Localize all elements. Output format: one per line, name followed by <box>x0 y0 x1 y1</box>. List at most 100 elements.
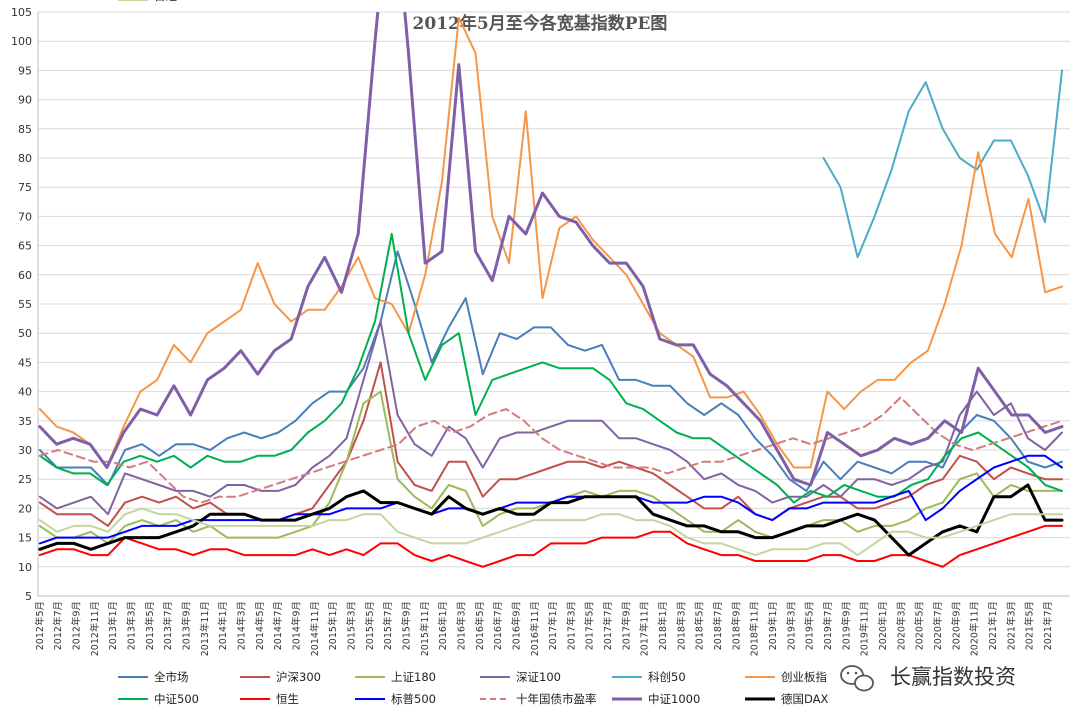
y-tick-label: 95 <box>18 64 32 77</box>
x-tick-label: 2019年11月 <box>859 601 871 656</box>
x-tick-label: 2013年7月 <box>162 601 174 650</box>
series-line-5 <box>38 16 1063 469</box>
y-tick-label: 105 <box>11 6 32 19</box>
series-line-9 <box>38 396 1063 504</box>
series-line-7 <box>38 524 1063 568</box>
y-tick-label: 30 <box>18 444 32 457</box>
x-tick-label: 2018年3月 <box>675 601 687 650</box>
y-tick-label: 80 <box>18 152 32 165</box>
x-tick-label: 2015年1月 <box>327 601 339 650</box>
series-line-4 <box>822 69 1063 259</box>
x-tick-label: 2020年11月 <box>969 601 981 656</box>
x-tick-label: 2015年11月 <box>419 601 431 656</box>
legend-label: 深证100 <box>516 670 561 684</box>
y-tick-label: 10 <box>18 561 32 574</box>
x-tick-label: 2019年1月 <box>767 601 779 650</box>
legend-item: 中证1000 <box>612 692 700 706</box>
x-tick-label: 2013年1月 <box>107 601 119 650</box>
series-line-11 <box>38 483 1064 557</box>
x-tick-label: 2014年1月 <box>217 601 229 650</box>
x-tick-label: 2014年7月 <box>272 601 284 650</box>
y-tick-label: 90 <box>18 94 32 107</box>
legend-label: 科创50 <box>648 670 686 684</box>
legend-label: 中证1000 <box>648 692 700 706</box>
x-tick-label: 2012年9月 <box>70 601 82 650</box>
x-tick-label: 2018年11月 <box>749 601 761 656</box>
x-tick-label: 2017年3月 <box>565 601 577 650</box>
gridlines <box>37 11 1070 597</box>
x-tick-label: 2016年11月 <box>529 601 541 656</box>
series-line-10 <box>38 12 1064 487</box>
y-tick-label: 45 <box>18 356 32 369</box>
watermark: 长赢指数投资 <box>840 665 1016 692</box>
x-tick-label: 2017年9月 <box>620 601 632 650</box>
y-tick-label: 35 <box>18 415 32 428</box>
chart-title: 2012年5月至今各宽基指数PE图 <box>413 13 668 34</box>
legend-item: 科创50 <box>612 670 686 684</box>
x-tick-label: 2014年3月 <box>235 601 247 650</box>
wechat-icon <box>840 665 874 692</box>
legend-label: 上证180 <box>391 670 436 684</box>
legend-label: 标普500 <box>391 692 436 706</box>
y-tick-label: 55 <box>18 298 32 311</box>
y-tick-label: 85 <box>18 123 32 136</box>
y-tick-label: 5 <box>25 590 32 603</box>
series-line-1 <box>38 361 1063 527</box>
legend-label: 沪深300 <box>276 670 321 684</box>
x-tick-label: 2012年5月 <box>34 601 46 650</box>
x-tick-label: 2016年1月 <box>437 601 449 650</box>
x-tick-label: 2013年9月 <box>180 601 192 650</box>
legend-label: 十年国债市盈率 <box>516 692 597 706</box>
y-tick-label: 25 <box>18 473 32 486</box>
x-tick-label: 2020年9月 <box>950 601 962 650</box>
legend-label: 创业板指 <box>781 670 827 684</box>
legend-item: 沪深300 <box>240 670 321 684</box>
x-tick-label: 2018年1月 <box>657 601 669 650</box>
x-tick-label: 2020年1月 <box>877 601 889 650</box>
legend-item: 十年国债市盈率 <box>480 692 597 706</box>
x-tick-label: 2021年1月 <box>987 601 999 650</box>
plot-area <box>38 12 1064 568</box>
y-tick-label: 75 <box>18 181 32 194</box>
x-tick-label: 2017年5月 <box>584 601 596 650</box>
x-tick-label: 2017年1月 <box>547 601 559 650</box>
x-tick-label: 2018年5月 <box>694 601 706 650</box>
series-line-0 <box>38 250 1063 492</box>
x-tick-label: 2013年3月 <box>125 601 137 650</box>
x-tick-label: 2021年7月 <box>1042 601 1054 650</box>
x-tick-label: 2015年9月 <box>400 601 412 650</box>
x-tick-label: 2020年5月 <box>914 601 926 650</box>
x-tick-label: 2021年3月 <box>1005 601 1017 650</box>
x-axis-ticks: 2012年5月 2012年7月 2012年9月 2012年11月 2013年1月 2013… <box>34 601 1054 656</box>
x-tick-label: 2019年7月 <box>822 601 834 650</box>
y-tick-label: 15 <box>18 532 32 545</box>
x-tick-label: 2013年11月 <box>199 601 211 656</box>
y-tick-label: 70 <box>18 210 32 223</box>
y-tick-label: 20 <box>18 502 32 515</box>
x-tick-label: 2016年3月 <box>455 601 467 650</box>
legend-item: 上证180 <box>355 670 436 684</box>
x-tick-label: 2019年9月 <box>840 601 852 650</box>
legend-label: 全市场 <box>154 670 189 684</box>
legend-item: 标普500 <box>355 692 436 706</box>
x-tick-label: 2012年11月 <box>89 601 101 656</box>
x-tick-label: 2012年7月 <box>52 601 64 650</box>
y-tick-label: 40 <box>18 386 32 399</box>
legend-item: 中证500 <box>118 692 199 706</box>
y-tick-label: 65 <box>18 240 32 253</box>
y-axis-ticks: 5 10 15 20 25 30 35 40 45 50 55 60 65 70 75 80 85 90 95 100… <box>11 6 32 603</box>
x-tick-label: 2016年7月 <box>492 601 504 650</box>
legend-label: 中证500 <box>154 692 199 706</box>
legend-label: 恒生 <box>276 692 299 706</box>
x-tick-label: 2014年5月 <box>254 601 266 650</box>
x-tick-label: 2019年3月 <box>785 601 797 650</box>
x-tick-label: 2020年3月 <box>895 601 907 650</box>
legend-item: 恒生 <box>240 692 299 706</box>
legend-label: 日经225 <box>154 0 199 3</box>
x-tick-label: 2018年7月 <box>712 601 724 650</box>
y-tick-label: 50 <box>18 327 32 340</box>
legend-item: 日经225 <box>118 0 199 3</box>
x-tick-label: 2014年11月 <box>309 601 321 656</box>
